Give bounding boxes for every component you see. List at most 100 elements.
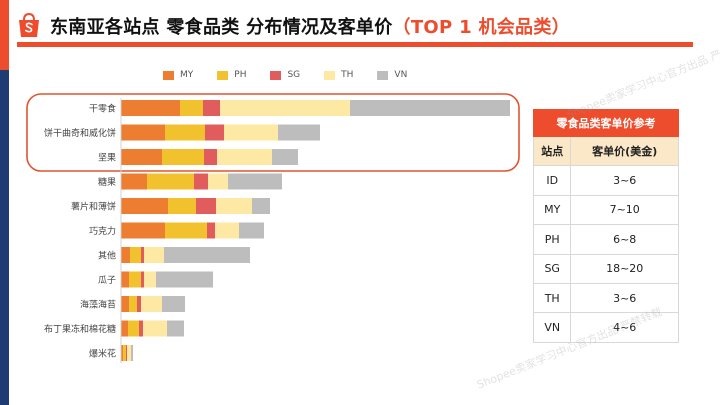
bar-segment-my [121, 296, 129, 312]
table-title: 零食品类客单价参考 [533, 109, 679, 137]
table-title-row: 零食品类客单价参考 [533, 109, 679, 137]
table-row: SG 18~20 [532, 253, 679, 284]
bar-segment-my [121, 198, 168, 214]
bar-segment-my [121, 247, 130, 263]
table-cell-site: SG [532, 253, 572, 284]
bar-segment-th [141, 296, 162, 312]
table-row: VN 4~6 [532, 312, 679, 343]
legend-item: SG [270, 70, 300, 80]
table-cell-price: 7~10 [570, 194, 679, 226]
table-cell-site: ID [532, 165, 572, 196]
price-reference-table: 零食品类客单价参考 站点 客单价(美金) ID 3~6 MY 7~10 PH 6~8 SG 1… [532, 109, 679, 343]
table-row: MY 7~10 [532, 194, 679, 226]
side-accent-orange [0, 0, 9, 70]
legend-swatch [377, 70, 389, 80]
table-cell-site: TH [532, 282, 572, 314]
table-row: ID 3~6 [532, 165, 679, 196]
category-label: 爆米花 [89, 348, 116, 360]
table-cell-price: 6~8 [570, 224, 679, 255]
category-label: 饼干曲奇和威化饼 [44, 127, 116, 139]
bar-segment-my [121, 124, 165, 141]
bar-segment-th [143, 320, 167, 337]
bar-segment-ph [168, 198, 196, 214]
legend-item: PH [217, 70, 246, 80]
bar-segment-ph [147, 173, 194, 190]
legend-swatch [163, 70, 174, 80]
bar-segment-th [208, 173, 228, 190]
table-header-row: 站点 客单价(美金) [532, 135, 679, 167]
bar-segment-sg [194, 173, 208, 190]
side-accent-navy [0, 70, 9, 405]
bar-segment-vn [167, 320, 184, 337]
legend-swatch [217, 70, 229, 80]
table-cell-price: 3~6 [570, 165, 679, 196]
bar-segment-ph [130, 247, 141, 263]
legend-swatch [270, 70, 282, 80]
bar-segment-th [220, 100, 350, 116]
bar-segment-ph [165, 222, 207, 239]
bar-segment-vn [350, 100, 510, 116]
table-cell-site: VN [532, 312, 572, 343]
bar-segment-my [121, 345, 123, 361]
table-row: PH 6~8 [532, 224, 679, 255]
legend-item: MY [163, 70, 193, 80]
chart-legend: MY PH SG TH VN [163, 70, 407, 80]
bar-segment-vn [131, 345, 133, 361]
page-title-highlight: （TOP 1 机会品类） [392, 17, 570, 38]
bar-segment-th [216, 198, 252, 214]
bar-segment-sg [141, 247, 144, 263]
bar-segment-ph [165, 124, 205, 141]
legend-label: SG [287, 70, 301, 80]
bar-segment-th [217, 149, 272, 165]
legend-swatch [324, 70, 336, 80]
legend-item: VN [377, 70, 407, 80]
legend-label: TH [341, 70, 354, 80]
bar-segment-ph [129, 296, 137, 312]
bar-segment-vn [164, 247, 250, 263]
bar-segment-sg [207, 222, 215, 239]
bar-segment-vn [156, 271, 213, 288]
bar-segment-vn [272, 149, 298, 165]
bar-segment-sg [205, 124, 224, 141]
category-label: 糖果 [98, 176, 116, 188]
bar-segment-sg [196, 198, 216, 214]
category-label: 坚果 [98, 153, 116, 164]
bar-segment-my [121, 149, 162, 165]
table-header-price: 客单价(美金) [570, 135, 679, 167]
bar-segment-th [127, 345, 131, 361]
bar-segment-my [121, 271, 129, 288]
table-row: TH 3~6 [532, 282, 679, 314]
bar-segment-sg [204, 149, 217, 165]
legend-label: VN [394, 70, 408, 80]
title-underline [17, 42, 693, 47]
bar-segment-my [121, 222, 165, 239]
side-accent-bar [0, 0, 9, 405]
bar-segment-my [121, 100, 180, 116]
bar-segment-th [224, 124, 278, 141]
category-label: 布丁果冻和棉花糖 [44, 323, 116, 335]
legend-item: TH [324, 70, 353, 80]
category-label: 干零食 [89, 103, 116, 115]
table-header-site: 站点 [532, 135, 572, 167]
bar-segment-sg [141, 271, 144, 288]
shopee-bag-icon [19, 12, 39, 37]
bar-segment-sg [139, 320, 143, 337]
page-title: 东南亚各站点 零食品类 分布情况及客单价（TOP 1 机会品类） [50, 13, 570, 39]
table-cell-price: 4~6 [570, 312, 679, 343]
bar-segment-sg [126, 345, 127, 361]
legend-label: PH [234, 70, 247, 80]
table-cell-price: 3~6 [570, 282, 679, 314]
bar-segment-sg [137, 296, 141, 312]
category-label: 薯片和薄饼 [71, 201, 116, 213]
category-label: 其他 [98, 250, 116, 262]
category-label: 海藻海苔 [80, 299, 116, 311]
bar-segment-vn [162, 296, 185, 312]
category-label: 巧克力 [89, 225, 116, 237]
bar-segment-th [144, 247, 164, 263]
bar-segment-vn [228, 173, 282, 190]
bar-segment-vn [252, 198, 270, 214]
category-label: 瓜子 [98, 275, 116, 286]
highlight-box [26, 93, 520, 172]
table-cell-site: PH [532, 224, 572, 255]
